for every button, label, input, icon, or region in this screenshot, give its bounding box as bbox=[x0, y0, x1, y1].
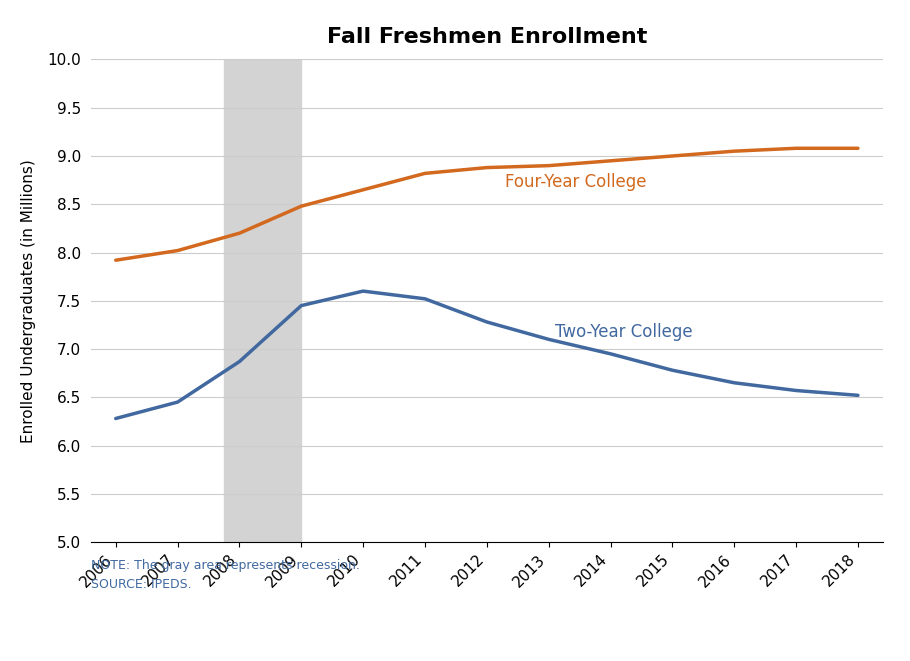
Title: Fall Freshmen Enrollment: Fall Freshmen Enrollment bbox=[327, 27, 647, 47]
Text: NOTE: The gray area represents recession.
SOURCE: IPEDS.: NOTE: The gray area represents recession… bbox=[91, 559, 359, 590]
Text: Federal Reserve Bank: Federal Reserve Bank bbox=[27, 628, 218, 644]
Text: Two-Year College: Two-Year College bbox=[555, 323, 693, 340]
Text: Four-Year College: Four-Year College bbox=[505, 173, 647, 191]
Bar bbox=[224, 59, 301, 542]
Text: Federal Reserve Bank of St. Louis: Federal Reserve Bank of St. Louis bbox=[27, 628, 314, 644]
Y-axis label: Enrolled Undergraduates (in Millions): Enrolled Undergraduates (in Millions) bbox=[22, 159, 36, 443]
